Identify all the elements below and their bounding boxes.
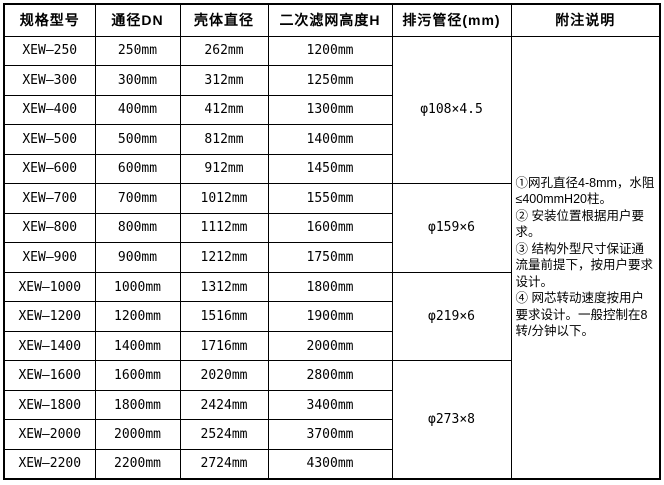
cell-model: XEW—1400 [3,330,96,362]
cell-dn: 250mm [94,35,181,67]
cell-drain-size: φ273×8 [391,360,512,480]
table-row: XEW—1000 1000mm 1312mm 1800mm φ219×6 [3,271,660,362]
cell-height: 2000mm [267,330,393,362]
cell-height: 1400mm [267,124,393,155]
col-header-height: 二次滤网高度H [267,3,393,37]
cell-model: XEW—600 [3,153,96,185]
spec-table-body: XEW—250 250mm 262mm 1200mm φ108×4.5 ①网孔直径4-8m… [3,35,661,480]
cell-height: 1600mm [267,212,393,244]
cell-dn: 800mm [94,212,181,244]
cell-shell: 312mm [179,65,269,96]
cell-dn: 500mm [94,124,181,155]
col-header-model: 规格型号 [3,3,96,37]
table-row: XEW—800 800mm 1112mm 1600mm [3,212,660,244]
header-row: 规格型号 通径DN 壳体直径 二次滤网高度H 排污管径(mm) 附注说明 [3,3,661,37]
table-row: XEW—2200 2200mm 2724mm 4300mm [3,448,660,480]
cell-height: 4300mm [267,448,393,480]
cell-height: 1200mm [267,35,393,67]
cell-shell: 1012mm [179,183,269,214]
cell-shell: 1212mm [179,242,269,273]
col-header-dn: 通径DN [94,3,181,37]
cell-drain-size: φ219×6 [391,271,512,362]
cell-dn: 1400mm [94,330,181,362]
table-row: XEW—600 600mm 912mm 1450mm [3,153,660,185]
notes-cell: ①网孔直径4-8mm，水阻≤400mmH20柱。 ② 安装位置根据用户要求。 ③ 结… [510,35,661,480]
cell-model: XEW—700 [3,183,96,214]
cell-model: XEW—250 [3,35,96,67]
col-header-shell: 壳体直径 [179,3,269,37]
spec-table: 规格型号 通径DN 壳体直径 二次滤网高度H 排污管径(mm) 附注说明 XEW… [3,3,661,480]
cell-drain-size: φ108×4.5 [391,35,512,185]
cell-dn: 300mm [94,65,181,96]
cell-dn: 1000mm [94,271,181,303]
cell-height: 3700mm [267,419,393,450]
cell-dn: 1600mm [94,360,181,391]
cell-height: 1450mm [267,153,393,185]
cell-shell: 2524mm [179,419,269,450]
cell-shell: 1112mm [179,212,269,244]
table-row: XEW—1800 1800mm 2424mm 3400mm [3,389,660,421]
cell-shell: 2424mm [179,389,269,421]
cell-height: 1900mm [267,301,393,332]
table-row: XEW—2000 2000mm 2524mm 3700mm [3,419,660,450]
note-item: ④ 网芯转动速度按用户要求设计。一般控制在8转/分钟以下。 [515,291,648,339]
cell-dn: 1800mm [94,389,181,421]
table-row: XEW—500 500mm 812mm 1400mm [3,124,660,155]
cell-dn: 2200mm [94,448,181,480]
cell-model: XEW—1600 [3,360,96,391]
cell-shell: 1716mm [179,330,269,362]
table-row: XEW—250 250mm 262mm 1200mm φ108×4.5 ①网孔直径4-8m… [3,35,661,480]
note-item: ③ 结构外型尺寸保证通流量前提下，按用户要求设计。 [515,241,654,289]
cell-height: 1550mm [267,183,393,214]
cell-model: XEW—400 [3,94,96,126]
cell-shell: 2020mm [179,360,269,391]
cell-shell: 2724mm [179,448,269,480]
cell-model: XEW—900 [3,242,96,273]
cell-height: 1250mm [267,65,393,96]
note-item: ①网孔直径4-8mm，水阻≤400mmH20柱。 [515,175,655,207]
cell-dn: 700mm [94,183,181,214]
cell-model: XEW—2000 [3,419,96,450]
cell-shell: 412mm [179,94,269,126]
cell-height: 3400mm [267,389,393,421]
cell-shell: 262mm [179,35,269,67]
cell-shell: 912mm [179,153,269,185]
cell-height: 2800mm [267,360,393,391]
cell-drain-size: φ159×6 [391,183,512,273]
cell-dn: 400mm [94,94,181,126]
cell-dn: 900mm [94,242,181,273]
cell-model: XEW—300 [3,65,96,96]
table-row: XEW—1600 1600mm 2020mm 2800mm φ273×8 [3,360,660,480]
cell-model: XEW—800 [3,212,96,244]
cell-dn: 600mm [94,153,181,185]
cell-height: 1750mm [267,242,393,273]
cell-shell: 1516mm [179,301,269,332]
cell-shell: 1312mm [179,271,269,303]
cell-model: XEW—1000 [3,271,96,303]
table-row: XEW—400 400mm 412mm 1300mm [3,94,660,126]
table-row: XEW—700 700mm 1012mm 1550mm φ159×6 [3,183,660,273]
cell-dn: 1200mm [94,301,181,332]
table-row: XEW—900 900mm 1212mm 1750mm [3,242,660,273]
cell-height: 1800mm [267,271,393,303]
col-header-drain: 排污管径(mm) [391,3,512,37]
cell-model: XEW—2200 [3,448,96,480]
note-item: ② 安装位置根据用户要求。 [515,208,644,240]
cell-height: 1300mm [267,94,393,126]
col-header-notes: 附注说明 [510,3,661,37]
cell-model: XEW—1800 [3,389,96,421]
cell-shell: 812mm [179,124,269,155]
cell-model: XEW—500 [3,124,96,155]
cell-dn: 2000mm [94,419,181,450]
table-row: XEW—300 300mm 312mm 1250mm [3,65,660,96]
cell-model: XEW—1200 [3,301,96,332]
